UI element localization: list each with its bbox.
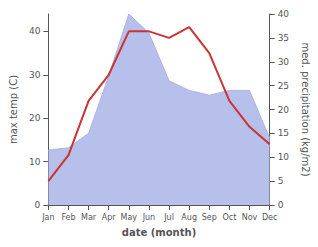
- svg-text:30: 30: [29, 70, 41, 80]
- svg-text:35: 35: [278, 33, 289, 43]
- svg-text:40: 40: [29, 26, 41, 36]
- svg-text:May: May: [121, 213, 138, 222]
- svg-text:Mar: Mar: [81, 213, 97, 222]
- svg-text:10: 10: [278, 152, 290, 162]
- svg-text:max temp (C): max temp (C): [8, 75, 19, 144]
- svg-text:15: 15: [278, 128, 289, 138]
- svg-text:20: 20: [278, 105, 290, 115]
- svg-text:Dec: Dec: [262, 213, 277, 222]
- svg-text:date (month): date (month): [122, 227, 196, 238]
- svg-text:Nov: Nov: [242, 213, 258, 222]
- svg-text:5: 5: [278, 176, 284, 186]
- svg-text:0: 0: [35, 200, 41, 210]
- svg-text:0: 0: [278, 200, 284, 210]
- svg-text:25: 25: [278, 81, 289, 91]
- svg-text:20: 20: [29, 113, 41, 123]
- svg-text:40: 40: [278, 9, 290, 19]
- svg-text:Apr: Apr: [102, 213, 117, 222]
- svg-text:Feb: Feb: [61, 213, 75, 222]
- svg-text:Jun: Jun: [142, 213, 156, 222]
- svg-text:Oct: Oct: [222, 213, 236, 222]
- svg-text:Jan: Jan: [41, 213, 54, 222]
- svg-text:30: 30: [278, 57, 290, 67]
- svg-text:med. precipitation (kg/m2): med. precipitation (kg/m2): [300, 42, 311, 176]
- svg-text:Jul: Jul: [163, 213, 174, 222]
- svg-text:Sep: Sep: [202, 213, 217, 222]
- svg-text:10: 10: [29, 157, 41, 167]
- svg-text:Aug: Aug: [181, 213, 197, 222]
